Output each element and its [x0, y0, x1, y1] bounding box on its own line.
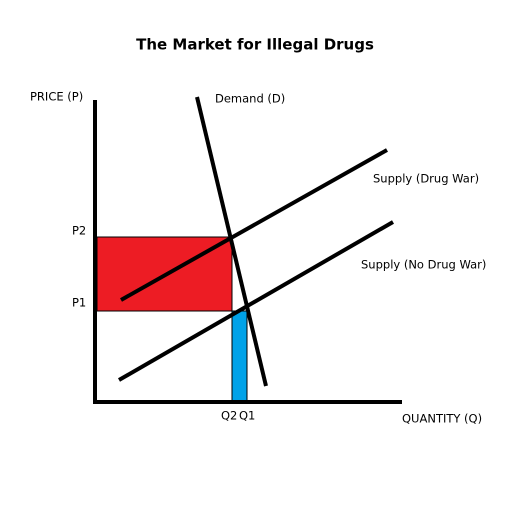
supply-no-drug-war-label: Supply (No Drug War) — [361, 258, 486, 272]
x-axis-label: QUANTITY (Q) — [402, 412, 482, 426]
supply-drug-war-curve — [120, 148, 388, 302]
y-axis-label: PRICE (P) — [30, 90, 83, 104]
price-label: P1 — [72, 296, 86, 310]
demand-label: Demand (D) — [215, 92, 285, 106]
quantity-label: Q2 — [221, 409, 237, 423]
supply-no-drug-war-curve — [118, 220, 394, 382]
supply-drug-war-label: Supply (Drug War) — [373, 172, 479, 186]
quantity-label: Q1 — [239, 409, 255, 423]
price-label: P2 — [72, 224, 86, 238]
demand-curve — [195, 96, 268, 387]
quantity-change-area — [231, 310, 248, 403]
title: The Market for Illegal Drugs — [136, 36, 374, 54]
